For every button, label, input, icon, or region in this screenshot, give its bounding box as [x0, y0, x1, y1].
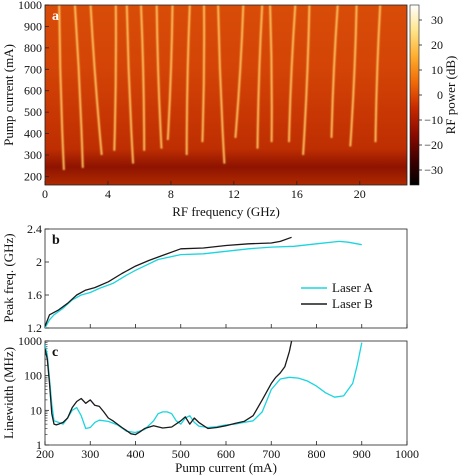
colorbar-tick-label: −20 [424, 138, 443, 152]
series-line-laser-b [45, 341, 293, 436]
heatmap-bright-line-core [113, 5, 117, 151]
colorbar-tick-label: 30 [431, 13, 443, 27]
panel-c-y-label: Linewidth (MHz) [1, 347, 16, 439]
panel-a-x-tick-label: 8 [168, 187, 174, 201]
panel-c-x-label: Pump current (mA) [175, 460, 277, 475]
panel-c-x-tick-label: 200 [36, 447, 54, 461]
panel-b-x-axis [44, 324, 408, 328]
panel-a-y-axis: 200 300 400 500 600 700 800 900 1000 [18, 0, 49, 183]
panel-c-y-tick-label: 100 [24, 369, 42, 383]
panel-b-frame [44, 228, 408, 329]
panel-c-y-tick-label: 1000 [18, 334, 42, 348]
heatmap-bright-line-core [74, 5, 84, 168]
heatmap-bright-line-core [257, 5, 263, 149]
heatmap-bright-line-core [331, 5, 339, 138]
heatmap-bright-line-core [140, 5, 145, 151]
panel-a-y-tick-label: 1000 [18, 0, 42, 12]
colorbar-label: RF power (dB) [443, 56, 458, 135]
heatmap-background [45, 5, 407, 185]
panel-c-linewidth: c 200 300 400 500 600 700 800 900 1000 1 10 100 100… [1, 334, 419, 475]
panel-a-y-tick-label: 400 [24, 127, 42, 141]
series-line-laser-a [45, 342, 363, 434]
panel-b-y-tick-label: 1.6 [27, 288, 42, 302]
panel-c-x-tick-label: 300 [81, 447, 99, 461]
legend-label-laser-a: Laser A [332, 280, 373, 295]
colorbar-tick-label: 10 [431, 63, 443, 77]
heatmap-bright-line-core [186, 5, 191, 156]
panel-c-x-tick-label: 600 [217, 447, 235, 461]
panel-b-y-label: Peak freq. (GHz) [1, 233, 16, 322]
heatmap-bright-line-core [202, 5, 205, 143]
panel-b-y-tick-label: 2.4 [27, 222, 42, 236]
heatmap-frame [44, 4, 408, 186]
colorbar-tick-label: −30 [424, 163, 443, 177]
heatmap-bright-line-core [126, 5, 134, 164]
panel-a-heatmap: a 0 4 8 12 16 20 2003004005006007008009001000… [1, 0, 458, 219]
heatmap-bright-line-core [58, 5, 65, 171]
panel-a-y-tick-label: 500 [24, 105, 42, 119]
colorbar: 30 20 10 0 −10 −20 −30 RF power (dB) [409, 4, 458, 186]
panel-c-x-axis: 200 300 400 500 600 700 800 900 1000 [36, 441, 419, 461]
panel-a-x-label: RF frequency (GHz) [172, 204, 280, 219]
colorbar-tick-label: 20 [431, 38, 443, 52]
panel-c-y-tick-label: 1 [36, 438, 42, 452]
panel-a-x-axis: 0 4 8 12 16 20 [42, 181, 366, 201]
panel-c-y-tick-label: 10 [30, 403, 42, 417]
panel-c-y-axis: 1 10 100 1000 [18, 334, 49, 452]
panel-a-y-tick-label: 200 [24, 169, 42, 183]
colorbar-tick-label: 0 [437, 88, 443, 102]
panel-a-x-tick-label: 20 [354, 187, 366, 201]
panel-b-y-tick-label: 2 [36, 255, 42, 269]
panel-label-c: c [52, 345, 58, 360]
heatmap-bright-line-core [349, 5, 357, 147]
panel-c-series [45, 341, 363, 436]
heatmap-bright-line-core [375, 5, 381, 143]
panel-c-x-tick-label: 1000 [395, 447, 419, 461]
heatmap-bright-line-core [288, 5, 296, 143]
series-line-laser-b [45, 236, 292, 327]
series-line-laser-a [45, 240, 362, 328]
heatmap-bright-line-core [302, 5, 310, 156]
colorbar-tick-label: −10 [424, 113, 443, 127]
heatmap-bright-line-core [269, 5, 273, 143]
panel-c-x-tick-label: 900 [353, 447, 371, 461]
panel-a-x-tick-label: 0 [42, 187, 48, 201]
panel-c-x-tick-label: 700 [262, 447, 280, 461]
panel-b-series [45, 236, 362, 328]
legend: Laser A Laser B [301, 280, 373, 311]
heatmap-bright-line-core [217, 5, 225, 164]
panel-a-x-tick-label: 16 [291, 187, 303, 201]
panel-c-frame [44, 340, 408, 446]
panel-a-y-tick-label: 800 [24, 41, 42, 55]
panel-a-y-tick-label: 300 [24, 148, 42, 162]
panel-b-y-axis: 1.2 1.6 2 2.4 [27, 222, 49, 335]
legend-label-laser-b: Laser B [332, 296, 373, 311]
panel-c-x-tick-label: 500 [172, 447, 190, 461]
heatmap-bright-line-core [156, 5, 162, 149]
panel-b-peak-frequency: b 1.2 1.6 2 2.4 Peak freq. (GHz) Laser A La… [1, 222, 408, 335]
heatmap-bright-line-core [167, 5, 173, 141]
panel-c-x-tick-label: 800 [308, 447, 326, 461]
panel-a-x-tick-label: 4 [105, 187, 111, 201]
panel-a-y-tick-label: 600 [24, 84, 42, 98]
panel-label-b: b [52, 233, 60, 248]
panel-a-y-label: Pump current (mA) [1, 44, 16, 146]
heatmap-bright-lines [58, 5, 382, 171]
panel-a-y-tick-label: 700 [24, 62, 42, 76]
panel-c-x-tick-label: 400 [127, 447, 145, 461]
panel-a-x-tick-label: 12 [228, 187, 240, 201]
panel-label-a: a [52, 9, 59, 24]
panel-a-y-tick-label: 900 [24, 19, 42, 33]
panel-b-y-tick-label: 1.2 [27, 321, 42, 335]
heatmap-bright-line-core [90, 5, 103, 156]
colorbar-scale [409, 4, 420, 186]
heatmap-bright-line-core [235, 5, 244, 138]
colorbar-ticks: 30 20 10 0 −10 −20 −30 [419, 13, 443, 177]
